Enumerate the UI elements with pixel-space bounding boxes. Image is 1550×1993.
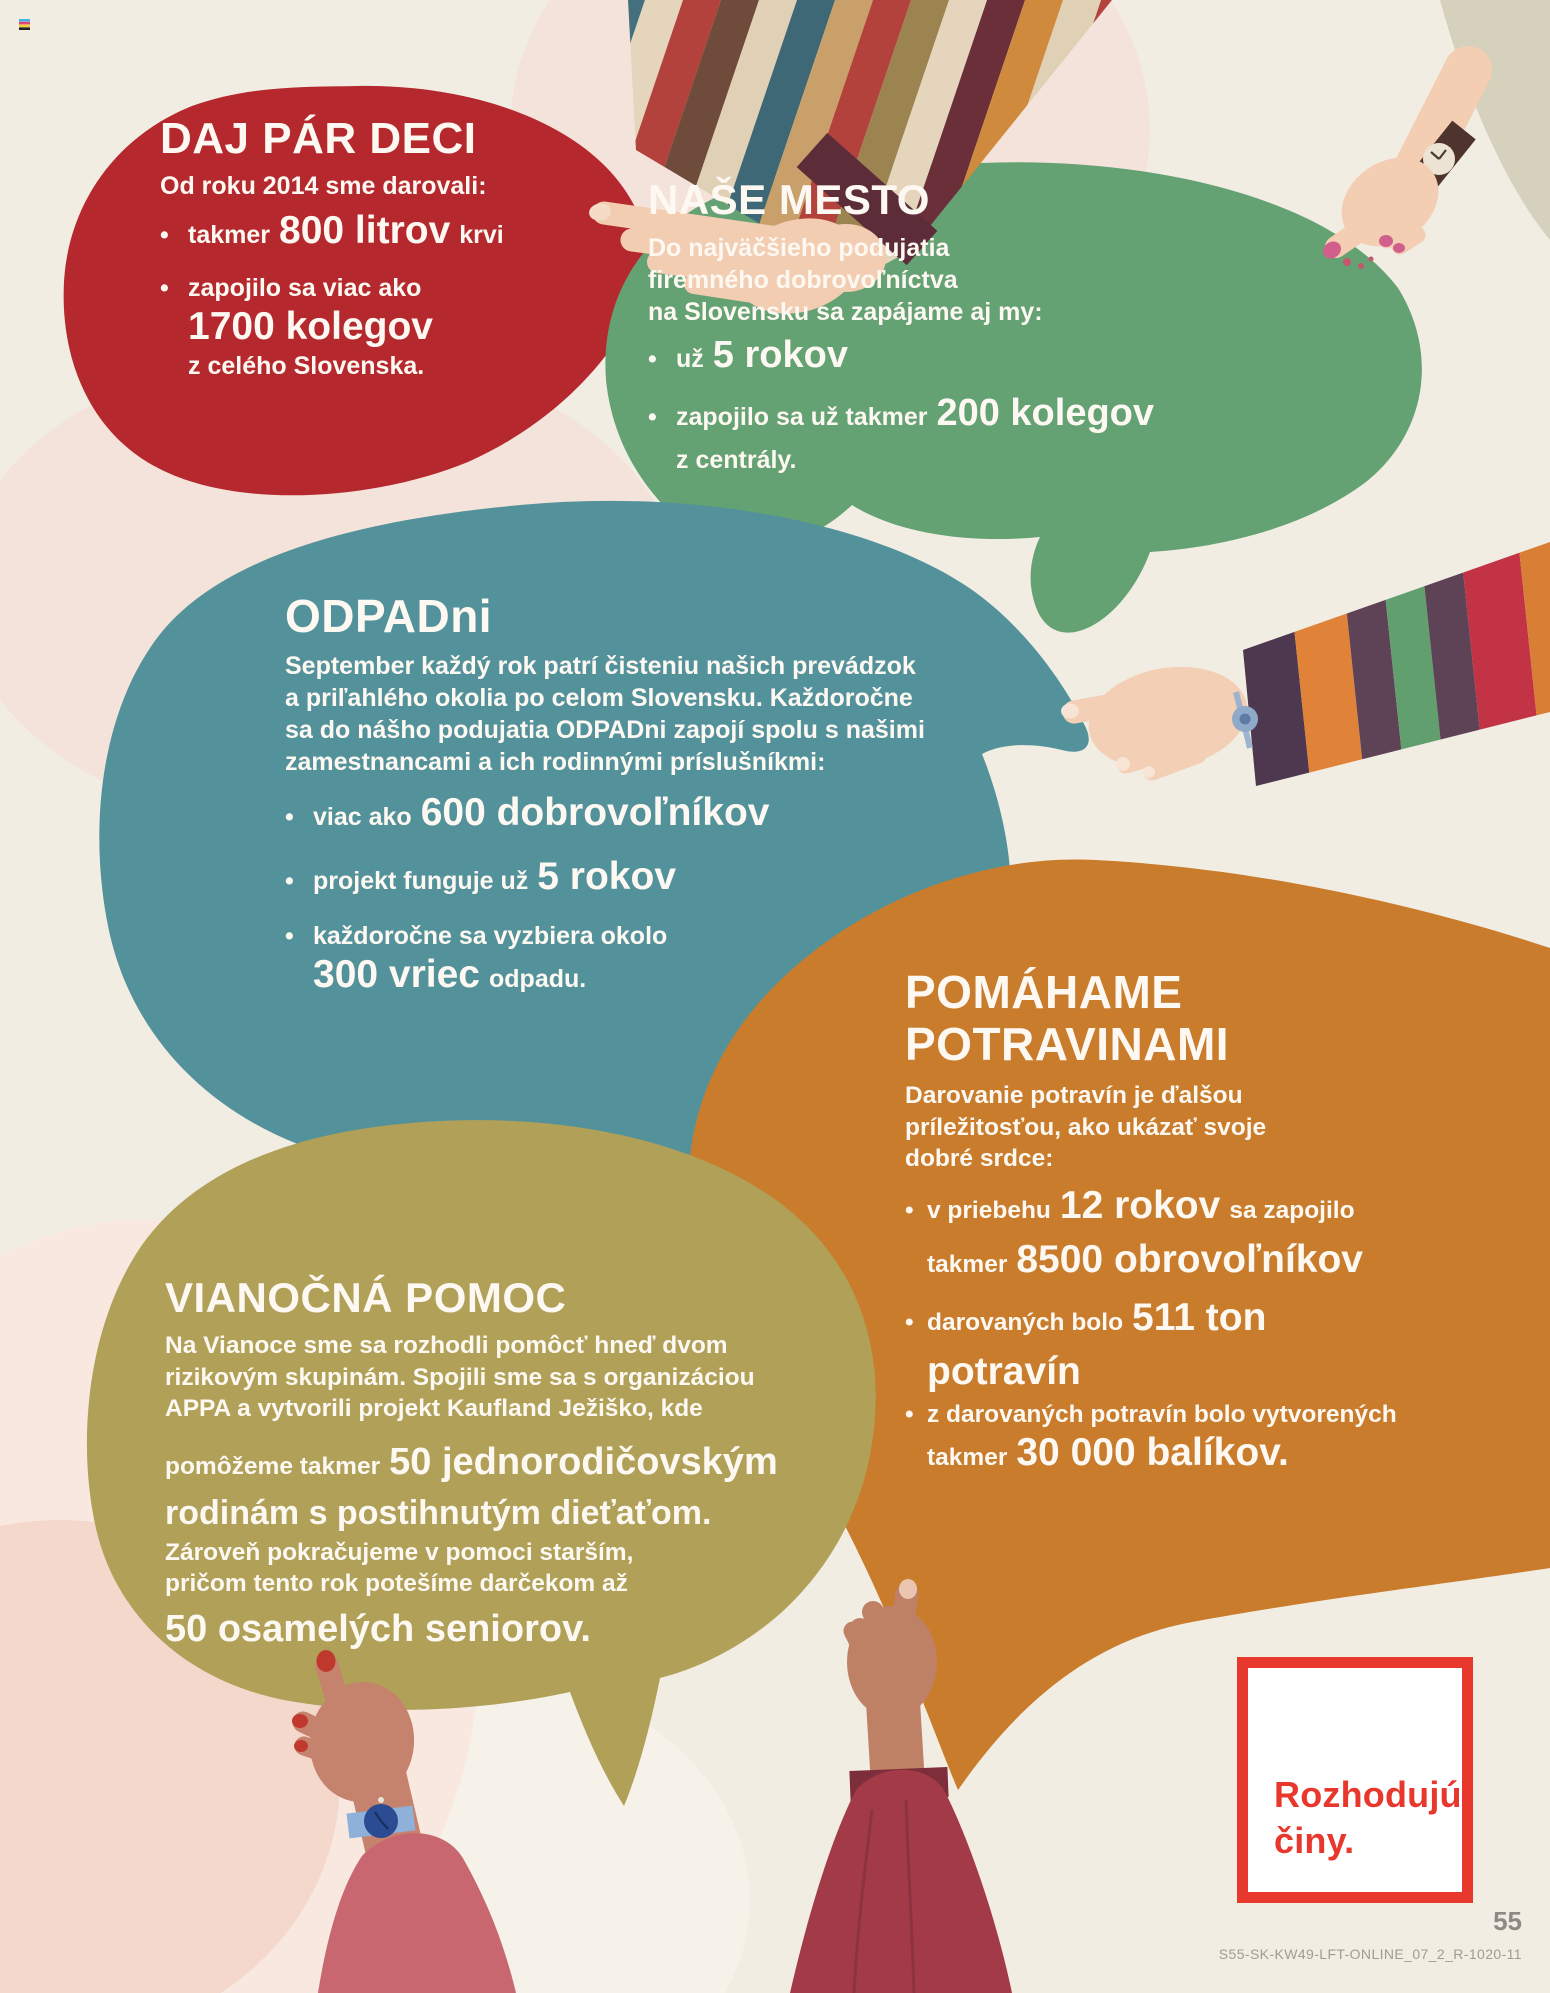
- bubble-odpadni-text: ODPADni September každý rok patrí čisten…: [285, 590, 995, 1006]
- highlight-number: 300 vriec: [313, 953, 480, 996]
- watch-hands: [374, 1811, 389, 1830]
- sleeve-cuff: [796, 132, 938, 266]
- bullet-row: • zapojilo sa už takmer 200 kolegov: [648, 390, 1418, 444]
- bubble-title: NAŠE MESTO: [648, 176, 930, 223]
- bubble-intro: Od roku 2014 sme darovali:: [160, 172, 487, 200]
- print-registration-mark: [19, 19, 30, 30]
- bubble-nase-mesto-text: NAŠE MESTO Do najväčšieho podujatia fire…: [648, 176, 1418, 476]
- fingernail: [899, 1579, 917, 1599]
- bubble-pomahame-potravinami-shape: [688, 859, 1550, 1790]
- bubble-vianocna-pomoc-shape: [86, 1120, 876, 1806]
- pointing-hand: [1325, 157, 1439, 258]
- bullet-row: • zapojilo sa viac ako: [160, 274, 422, 302]
- logo-line-1: Rozhodujú: [1274, 1774, 1462, 1815]
- bullet-row: • viac ako 600 dobrovoľníkov: [285, 790, 995, 844]
- highlight-number: potravín: [927, 1349, 1081, 1393]
- bullet-row: • v priebehu 12 rokov sa zapojilo: [905, 1183, 1495, 1237]
- bullet-dot: •: [285, 922, 294, 950]
- bullet-dot: •: [905, 1400, 914, 1428]
- highlight-number: 5 rokov: [712, 334, 848, 376]
- highlight-number: 50 osamelých seniorov.: [165, 1607, 591, 1650]
- bubble-title: POMÁHAME: [905, 966, 1183, 1018]
- footer-code: S55-SK-KW49-LFT-ONLINE_07_2_R-1020-11: [1218, 1946, 1522, 1962]
- bullet-row: • takmer 800 litrov krvi: [160, 208, 610, 262]
- arm-bottom-left-watch: [292, 1650, 516, 1993]
- bubble-daj-par-deci-shape: [63, 85, 649, 496]
- highlight-text: rodinám s postihnutým dieťaťom.: [165, 1493, 712, 1532]
- page-number: 55: [1493, 1906, 1522, 1936]
- fingernail: [589, 203, 611, 221]
- highlight-number: 50 jednorodičovským: [389, 1440, 778, 1483]
- highlight-number: 200 kolegov: [936, 392, 1155, 434]
- maroon-sleeve: [790, 1769, 1012, 1993]
- highlight-number: 5 rokov: [537, 855, 677, 898]
- bullet-row: • každoročne sa vyzbiera okolo: [285, 922, 668, 950]
- fingernail-red: [316, 1650, 336, 1672]
- bullet-dot: •: [905, 1196, 914, 1224]
- arm-top-right-watch: [1322, 0, 1550, 269]
- bullet-row: • už 5 rokov: [648, 332, 1418, 386]
- crumb-specks: [1343, 256, 1374, 269]
- bullet-dot: •: [285, 867, 294, 895]
- pointing-hand: [589, 201, 886, 314]
- bullet-dot: •: [160, 274, 169, 302]
- highlight-number: 30 000 balíkov.: [1016, 1431, 1289, 1474]
- kaufland-claim-logo: Rozhodujú činy.: [1237, 1657, 1473, 1903]
- logo-text: Rozhodujú činy.: [1274, 1772, 1462, 1864]
- bullet-dot: •: [285, 803, 294, 831]
- bubble-title: DAJ PÁR DECI: [160, 114, 477, 163]
- bullet-dot: •: [648, 345, 657, 373]
- bubble-title: VIANOČNÁ POMOC: [165, 1274, 567, 1321]
- rose-sleeve: [318, 1833, 516, 1993]
- fingernail: [1061, 703, 1079, 719]
- bubble-daj-par-deci-text: DAJ PÁR DECI Od roku 2014 sme darovali: …: [160, 114, 610, 382]
- bubble-title: ODPADni: [285, 590, 493, 642]
- bubble-vianocna-pomoc-text: VIANOČNÁ POMOC Na Vianoce sme sa rozhodl…: [165, 1274, 865, 1652]
- bubble-pomahame-potravinami-text: POMÁHAME POTRAVINAMI Darovanie potravín …: [905, 966, 1495, 1484]
- bubble-title: POTRAVINAMI: [905, 1018, 1230, 1070]
- highlight-number: 600 dobrovoľníkov: [420, 791, 770, 834]
- highlight-number: 1700 kolegov: [188, 305, 433, 348]
- reaching-hand: [1062, 666, 1248, 781]
- speech-bubbles: [63, 85, 1550, 1806]
- bullet-row: • z darovaných potravín bolo vytvorených: [905, 1399, 1495, 1431]
- sleeve-folds: [852, 1799, 916, 1993]
- bullet-row: • projekt funguje už 5 rokov: [285, 854, 995, 908]
- highlight-number: 8500 obrovoľníkov: [1016, 1237, 1363, 1281]
- bullet-dot: •: [905, 1308, 914, 1336]
- bullet-row: • darovaných bolo 511 ton: [905, 1295, 1495, 1349]
- bullet-dot: •: [160, 221, 169, 249]
- logo-line-2: činy.: [1274, 1820, 1355, 1861]
- arm-bottom-center: [790, 1579, 1012, 1993]
- highlight-number: 12 rokov: [1059, 1183, 1221, 1227]
- fingernail-pink: [1322, 241, 1342, 259]
- watch-hands: [1430, 149, 1447, 160]
- bullet-dot: •: [648, 403, 657, 431]
- highlight-number: 800 litrov: [279, 209, 451, 252]
- highlight-number: 511 ton: [1132, 1295, 1267, 1339]
- bracelet: [1232, 691, 1258, 749]
